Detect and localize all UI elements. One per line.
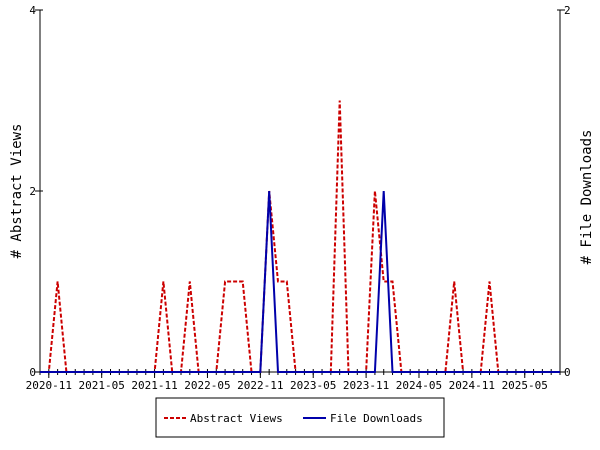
series-line-abstract-views xyxy=(40,100,560,373)
y-left-tick-label: 0 xyxy=(29,366,36,379)
x-tick-label: 2021-11 xyxy=(131,379,177,392)
x-tick-label: 2020-11 xyxy=(26,379,72,392)
x-tick-label: 2025-05 xyxy=(502,379,548,392)
x-tick-label: 2024-05 xyxy=(396,379,442,392)
tick-labels: 2020-11 2021-05 2021-11 2022-05 2022-11 2023-… xyxy=(26,4,571,392)
legend-box xyxy=(155,397,445,438)
y-axis-right-title: # File Downloads xyxy=(579,130,595,265)
y-left-tick-label: 4 xyxy=(29,4,36,17)
x-tick-label: 2023-11 xyxy=(343,379,389,392)
legend: Abstract Views File Downloads xyxy=(155,397,445,438)
series-layer xyxy=(40,100,560,373)
y-right-tick-label: 2 xyxy=(564,4,571,17)
x-tick-label: 2022-11 xyxy=(237,379,283,392)
series-line-file-downloads xyxy=(40,190,560,373)
x-tick-label: 2023-05 xyxy=(290,379,336,392)
x-tick-label: 2021-05 xyxy=(79,379,125,392)
legend-label-file-downloads: File Downloads xyxy=(330,412,423,425)
legend-label-abstract-views: Abstract Views xyxy=(190,412,283,425)
x-tick-label: 2022-05 xyxy=(184,379,230,392)
y-axis-left-title: # Abstract Views xyxy=(9,124,25,259)
x-tick-label: 2024-11 xyxy=(449,379,495,392)
y-right-tick-label: 0 xyxy=(564,366,571,379)
y-left-tick-label: 2 xyxy=(29,185,36,198)
